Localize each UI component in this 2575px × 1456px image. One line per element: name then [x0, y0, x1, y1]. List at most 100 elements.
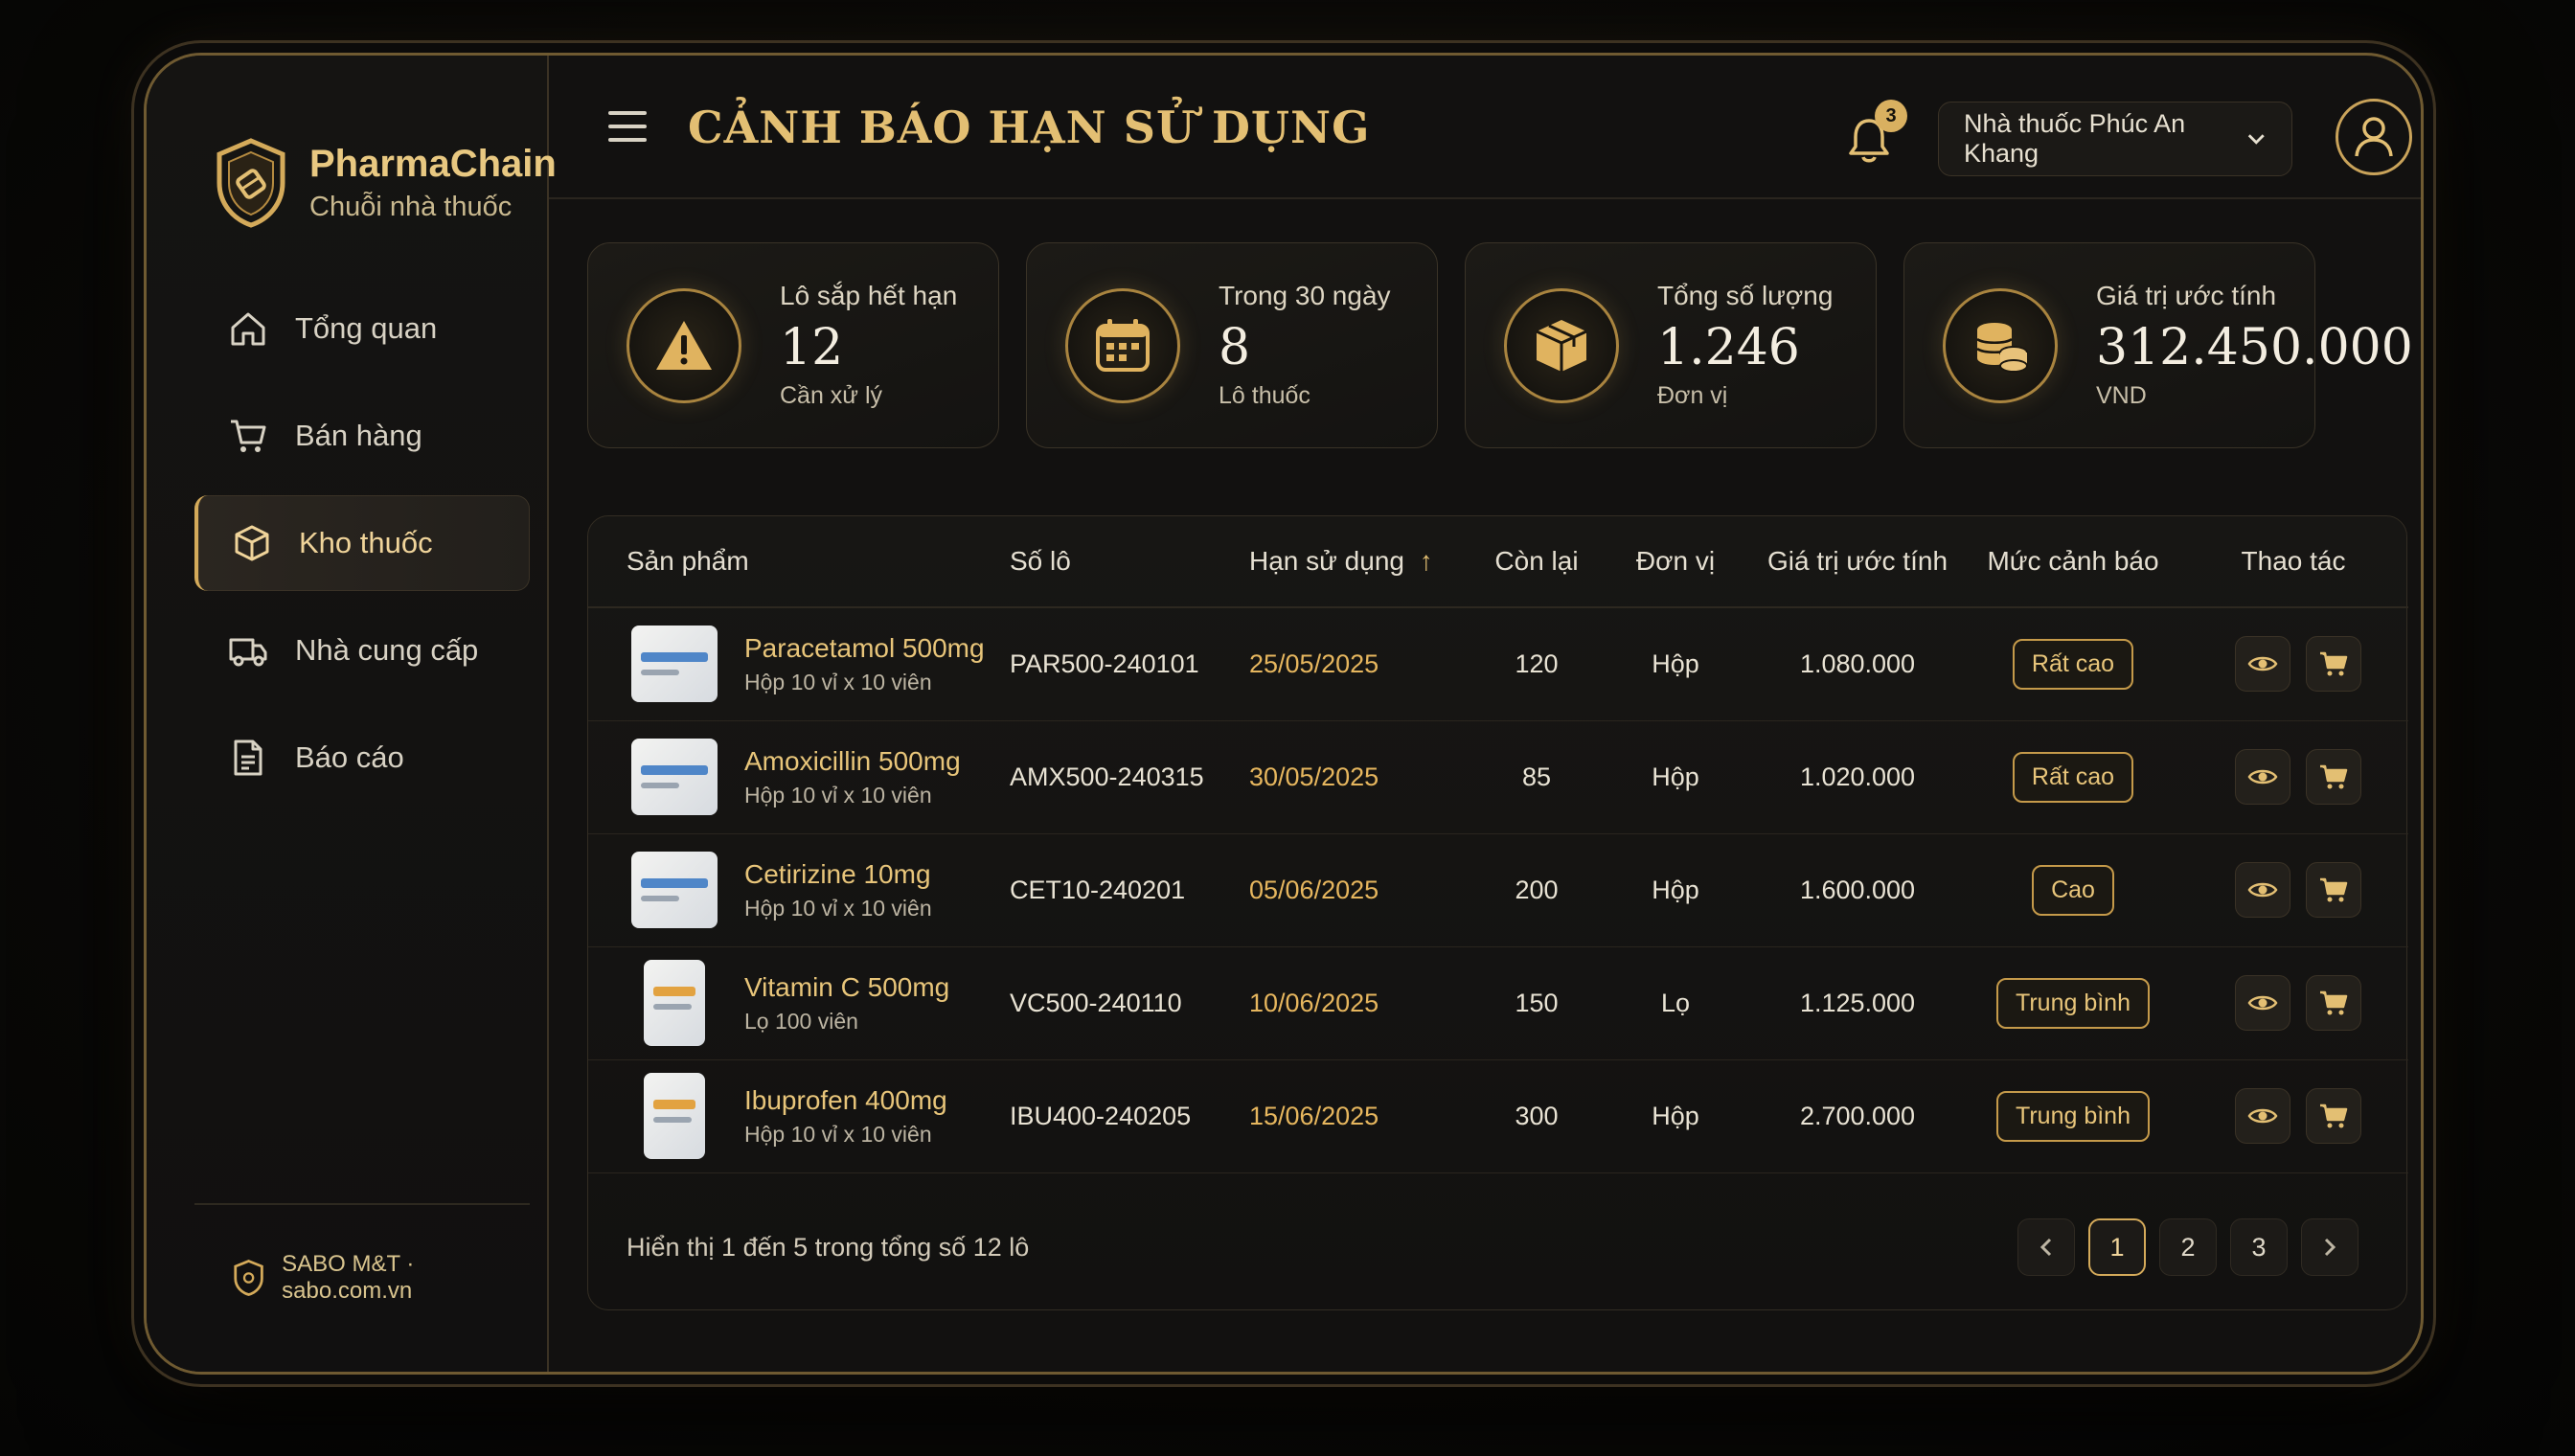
remaining-qty: 120: [1470, 607, 1604, 721]
eye-icon: [2247, 657, 2278, 671]
expiry-date: 15/06/2025: [1240, 1059, 1470, 1173]
view-button[interactable]: [2235, 749, 2290, 805]
product-image: [644, 960, 705, 1046]
stat-sub: Cần xử lý: [780, 382, 883, 409]
add-to-cart-button[interactable]: [2306, 636, 2361, 693]
page-button-1[interactable]: 1: [2088, 1218, 2146, 1276]
column-header-expiry[interactable]: Hạn sử dụng ↑: [1240, 516, 1470, 608]
eye-icon: [2247, 995, 2278, 1011]
table-row[interactable]: Cetirizine 10mg Hộp 10 vỉ x 10 viên CET10…: [588, 833, 2408, 947]
column-header-product[interactable]: Sản phẩm: [588, 516, 1000, 608]
stat-value: 312.450.000: [2096, 319, 2413, 376]
next-page-button[interactable]: [2301, 1218, 2359, 1276]
estimated-value: 1.600.000: [1747, 833, 1968, 947]
page-button-3[interactable]: 3: [2230, 1218, 2288, 1276]
stat-card-expiring[interactable]: Lô sắp hết hạn 12 Cần xử lý: [587, 242, 999, 448]
cart-icon: [231, 420, 266, 452]
eye-icon: [2247, 882, 2278, 898]
coins-icon: [1943, 287, 2058, 403]
add-to-cart-button[interactable]: [2306, 749, 2361, 805]
page-button-2[interactable]: 2: [2159, 1218, 2217, 1276]
column-header-remaining[interactable]: Còn lại: [1470, 516, 1604, 608]
table-header-row: Sản phẩm Số lô Hạn sử dụng ↑ Còn lại Đơn…: [588, 516, 2408, 608]
sidebar-footer: SABO M&T · sabo.com.vn: [194, 1203, 530, 1305]
product-image: [631, 852, 718, 928]
store-select-value: Nhà thuốc Phúc An Khang: [1964, 109, 2186, 168]
unit: Hộp: [1604, 1059, 1747, 1173]
calendar-icon: [1065, 287, 1180, 403]
stat-value: 12: [780, 319, 844, 376]
menu-icon[interactable]: [606, 108, 649, 145]
pagination: 1 2 3: [2017, 1218, 2359, 1276]
column-header-value[interactable]: Giá trị ước tính: [1747, 516, 1968, 608]
brand[interactable]: PharmaChain Chuỗi nhà thuốc: [214, 137, 557, 229]
prev-page-button[interactable]: [2017, 1218, 2075, 1276]
shield-small-icon: [234, 1260, 263, 1296]
view-button[interactable]: [2235, 1088, 2290, 1144]
sidebar: PharmaChain Chuỗi nhà thuốc Tổng quan Bá…: [147, 56, 557, 1372]
product-pack: Hộp 10 vỉ x 10 viên: [744, 895, 932, 921]
add-to-cart-button[interactable]: [2306, 862, 2361, 918]
stat-card-value[interactable]: Giá trị ước tính 312.450.000 VND: [1903, 242, 2413, 448]
sidebar-item-label: Kho thuốc: [299, 526, 433, 559]
add-to-cart-button[interactable]: [2306, 1088, 2361, 1144]
report-icon: [234, 739, 262, 776]
store-select[interactable]: Nhà thuốc Phúc An Khang: [1938, 102, 2292, 176]
sidebar-item-label: Báo cáo: [295, 740, 404, 774]
product-name[interactable]: Cetirizine 10mg: [744, 858, 931, 889]
lot-number: PAR500-240101: [1000, 607, 1240, 721]
table-row[interactable]: Ibuprofen 400mg Hộp 10 vỉ x 10 viên IBU40…: [588, 1059, 2408, 1173]
chevron-down-icon: [2248, 134, 2266, 145]
unit: Hộp: [1604, 607, 1747, 721]
stat-card-30-days[interactable]: Trong 30 ngày 8 Lô thuốc: [1026, 242, 1438, 448]
expiry-date: 30/05/2025: [1240, 720, 1470, 834]
estimated-value: 1.125.000: [1747, 946, 1968, 1060]
stat-value: 1.246: [1657, 319, 1800, 376]
sidebar-item-inventory[interactable]: Kho thuốc: [194, 495, 530, 591]
add-to-cart-button[interactable]: [2306, 975, 2361, 1031]
stat-label: Lô sắp hết hạn: [780, 281, 958, 310]
sidebar-item-overview[interactable]: Tổng quan: [194, 281, 530, 376]
view-button[interactable]: [2235, 975, 2290, 1031]
view-button[interactable]: [2235, 862, 2290, 918]
column-header-lot[interactable]: Số lô: [1000, 516, 1240, 608]
unit: Lọ: [1604, 946, 1747, 1060]
eye-icon: [2247, 769, 2278, 785]
caret-down-icon[interactable]: [2422, 130, 2424, 140]
stat-label: Tổng số lượng: [1657, 281, 1834, 310]
cart-icon: [2320, 877, 2348, 902]
product-name[interactable]: Amoxicillin 500mg: [744, 745, 961, 776]
unit: Hộp: [1604, 720, 1747, 834]
expiry-table-card: Sản phẩm Số lô Hạn sử dụng ↑ Còn lại Đơn…: [587, 515, 2408, 1310]
product-name[interactable]: Vitamin C 500mg: [744, 971, 950, 1002]
sidebar-item-sales[interactable]: Bán hàng: [194, 388, 530, 484]
table-row[interactable]: Paracetamol 500mg Hộp 10 vỉ x 10 viên PAR…: [588, 607, 2408, 721]
sidebar-item-reports[interactable]: Báo cáo: [194, 710, 530, 806]
stat-sub: Đơn vị: [1657, 382, 1728, 409]
product-name[interactable]: Paracetamol 500mg: [744, 632, 985, 663]
view-button[interactable]: [2235, 636, 2290, 693]
stat-label: Giá trị ước tính: [2096, 281, 2277, 310]
warning-level-badge: Trung bình: [1996, 1090, 2150, 1142]
column-header-unit[interactable]: Đơn vị: [1604, 516, 1747, 608]
product-pack: Hộp 10 vỉ x 10 viên: [744, 782, 932, 808]
pagination-summary: Hiển thị 1 đến 5 trong tổng số 12 lô: [627, 1232, 1030, 1262]
avatar[interactable]: [2336, 99, 2412, 175]
app-window: PharmaChain Chuỗi nhà thuốc Tổng quan Bá…: [144, 53, 2424, 1375]
box-icon: [235, 525, 269, 561]
user-icon: [2355, 117, 2393, 157]
page-title: CẢNH BÁO HẠN SỬ DỤNG: [688, 102, 1371, 153]
table-row[interactable]: Vitamin C 500mg Lọ 100 viên VC500-240110 …: [588, 946, 2408, 1060]
home-icon: [231, 312, 265, 346]
column-header-actions: Thao tác: [2178, 516, 2408, 608]
table-row[interactable]: Amoxicillin 500mg Hộp 10 vỉ x 10 viên AMX…: [588, 720, 2408, 834]
column-header-level[interactable]: Mức cảnh báo: [1968, 516, 2178, 608]
truck-icon: [229, 638, 267, 667]
product-image: [631, 626, 718, 703]
stat-card-quantity[interactable]: Tổng số lượng 1.246 Đơn vị: [1465, 242, 1877, 448]
product-name[interactable]: Ibuprofen 400mg: [744, 1084, 947, 1115]
sidebar-item-suppliers[interactable]: Nhà cung cấp: [194, 603, 530, 698]
sidebar-item-label: Tổng quan: [295, 311, 438, 345]
warning-icon: [627, 287, 741, 403]
footer-credit[interactable]: SABO M&T · sabo.com.vn: [282, 1251, 415, 1304]
